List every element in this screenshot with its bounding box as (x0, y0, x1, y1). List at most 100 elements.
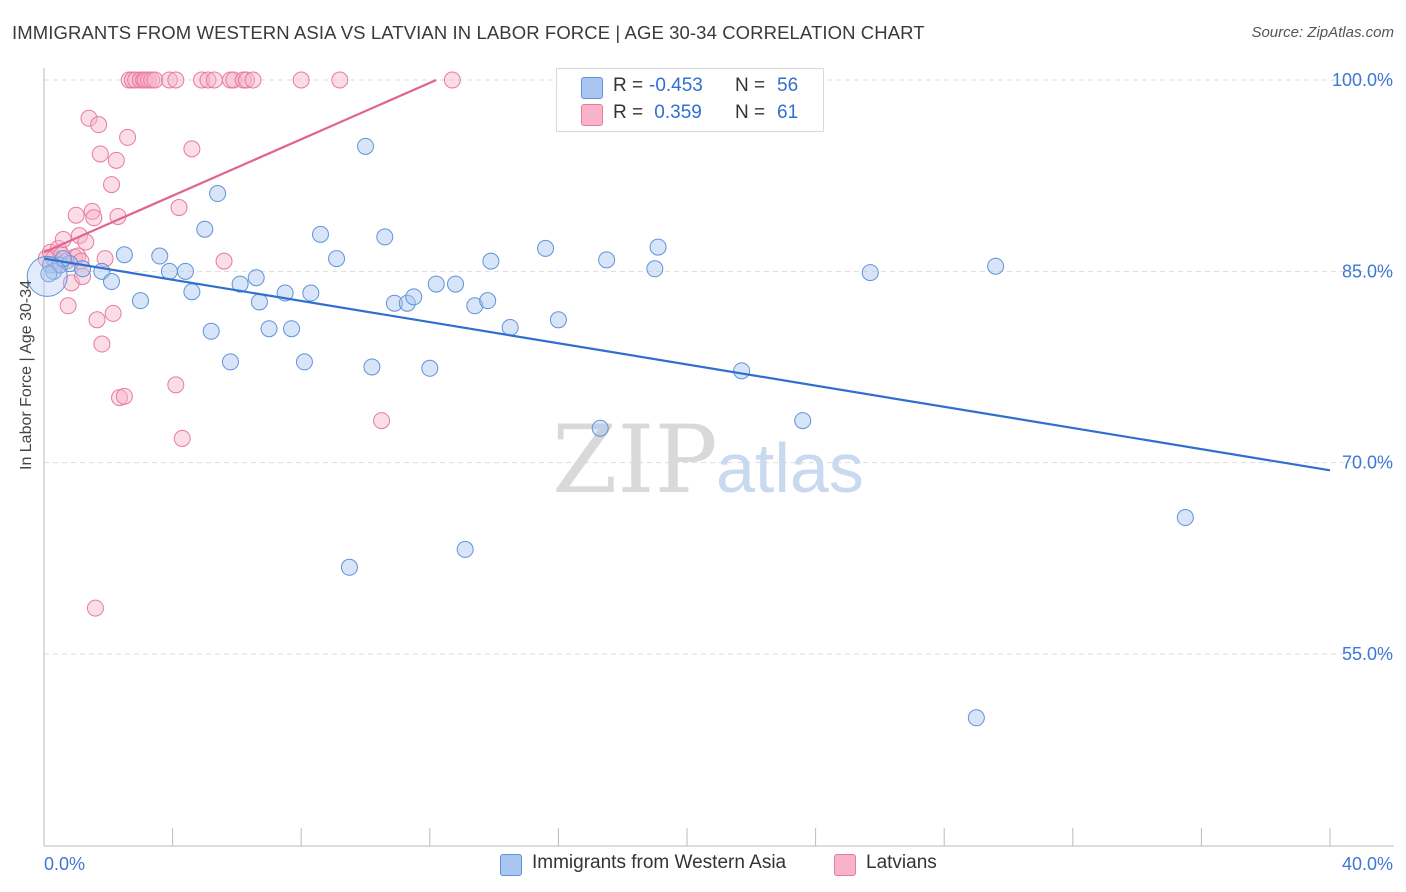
data-point (91, 145, 109, 163)
trend-line-blue (43, 257, 1331, 472)
data-point (427, 275, 445, 293)
n-value: 61 (777, 102, 799, 123)
data-point (373, 412, 391, 430)
series-latvians (37, 71, 461, 617)
data-point (861, 264, 879, 282)
data-point (115, 246, 133, 264)
data-point (649, 238, 667, 256)
data-point (456, 540, 474, 558)
data-point (131, 292, 149, 310)
data-point (295, 353, 313, 371)
y-axis-label: In Labor Force | Age 30-34 (18, 279, 35, 470)
data-point (93, 335, 111, 353)
y-tick-label: 100.0% (1332, 70, 1393, 90)
data-point (292, 71, 310, 89)
data-point (466, 297, 484, 315)
data-point (987, 257, 1005, 275)
tick-labels: 100.0% 85.0% 70.0% 55.0% 0.0% 40.0% (44, 70, 1393, 874)
axes (43, 68, 1394, 847)
data-point (549, 311, 567, 329)
r-label: R = (613, 102, 644, 123)
data-point (376, 228, 394, 246)
legend-label: Immigrants from Western Asia (532, 852, 787, 873)
data-point (215, 252, 233, 270)
data-point (104, 304, 122, 322)
data-point (45, 262, 63, 280)
watermark: ZIP atlas (552, 406, 864, 515)
data-point (40, 265, 58, 283)
data-point (443, 71, 461, 89)
data-point (363, 358, 381, 376)
data-point (193, 71, 211, 89)
data-point (59, 297, 77, 315)
blue-swatch (581, 77, 603, 99)
chart-title: IMMIGRANTS FROM WESTERN ASIA VS LATVIAN … (12, 22, 925, 43)
data-point (283, 320, 301, 338)
y-tick-label: 70.0% (1342, 453, 1393, 473)
data-point (170, 199, 188, 217)
data-point (88, 311, 106, 329)
data-point (103, 176, 121, 194)
data-point (311, 225, 329, 243)
data-point (199, 71, 217, 89)
x-tick-label: 40.0% (1342, 854, 1393, 874)
y-tick-label: 85.0% (1342, 261, 1393, 281)
data-point (447, 275, 465, 293)
data-point (196, 220, 214, 238)
data-point (302, 284, 320, 302)
data-point (167, 71, 185, 89)
cluster-marker (26, 255, 68, 297)
data-point (86, 599, 104, 617)
data-point (244, 71, 262, 89)
n-value: 56 (777, 75, 799, 96)
y-tick-label: 55.0% (1342, 644, 1393, 664)
data-point (146, 71, 164, 89)
r-value: 0.359 (649, 102, 702, 123)
blue-swatch (500, 854, 522, 876)
data-point (107, 151, 125, 169)
data-point (405, 288, 423, 306)
data-point (90, 116, 108, 134)
grid-lines (44, 79, 1394, 655)
series-legend: Immigrants from Western Asia Latvians (0, 850, 1406, 880)
data-point (202, 322, 220, 340)
pink-swatch (834, 854, 856, 876)
data-point (96, 250, 114, 268)
data-point (250, 293, 268, 311)
data-point (167, 376, 185, 394)
legend-label: Latvians (866, 852, 937, 873)
data-point (479, 292, 497, 310)
data-point (80, 109, 98, 127)
data-point (398, 294, 416, 312)
data-point (537, 239, 555, 257)
data-point (598, 251, 616, 269)
data-point (482, 252, 500, 270)
data-point (231, 275, 249, 293)
data-point (1176, 509, 1194, 527)
n-label: N = (735, 102, 766, 123)
pink-swatch (581, 104, 603, 126)
data-point (238, 71, 256, 89)
source-credit: Source: ZipAtlas.com (1251, 24, 1394, 41)
data-point (733, 362, 751, 380)
trend-line-pink (43, 78, 437, 254)
correlation-legend: R = -0.453 N = 56 R = 0.359 N = 61 (556, 68, 824, 132)
data-point (421, 359, 439, 377)
data-point (967, 709, 985, 727)
data-point (501, 318, 519, 336)
x-tick-label: 0.0% (44, 854, 85, 874)
data-point (67, 206, 85, 224)
data-point (160, 71, 178, 89)
data-point (103, 273, 121, 291)
data-point (83, 202, 101, 220)
n-label: N = (735, 75, 766, 96)
data-point (385, 294, 403, 312)
data-point (151, 247, 169, 265)
data-point (85, 209, 103, 227)
data-point (183, 283, 201, 301)
data-point (183, 140, 201, 158)
data-point (340, 558, 358, 576)
data-point (160, 262, 178, 280)
watermark-zip: ZIP (552, 406, 718, 515)
